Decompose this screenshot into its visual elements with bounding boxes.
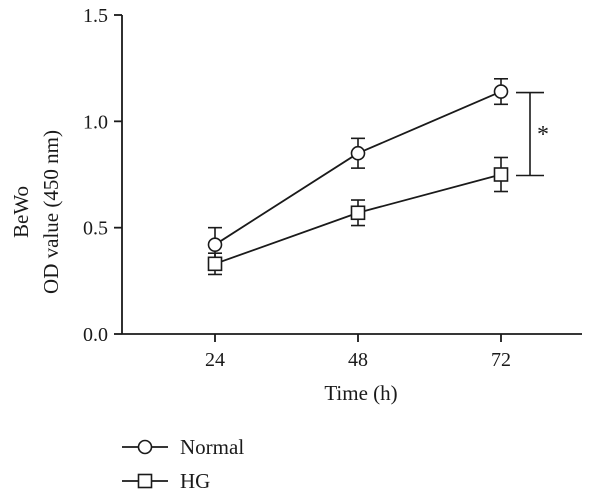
axes <box>121 15 582 335</box>
y-tick-label: 0.0 <box>83 324 108 346</box>
significance-bracket: * <box>516 91 549 177</box>
data-point <box>350 205 366 221</box>
series-hg <box>207 156 509 276</box>
plot-area <box>207 78 509 276</box>
y-tick-label: 1.5 <box>83 5 108 27</box>
legend-label: HG <box>180 469 210 493</box>
legend-marker <box>137 473 153 489</box>
x-axis-label: Time (h) <box>324 381 397 405</box>
data-point <box>207 256 223 272</box>
legend-label: Normal <box>180 435 244 459</box>
legend-item-hg: HG <box>122 469 210 493</box>
data-point <box>493 167 509 182</box>
legend: Normal HG <box>122 435 244 493</box>
y-axis-label-line-1: BeWo <box>9 186 33 238</box>
y-axis-ticks: 0.0 0.5 1.0 1.5 <box>83 5 122 346</box>
significance-asterisk: * <box>537 122 549 148</box>
data-point <box>493 84 509 99</box>
x-axis-ticks: 24 48 72 <box>205 334 511 371</box>
data-point <box>350 145 366 161</box>
x-tick-label: 48 <box>348 349 368 371</box>
x-tick-label: 72 <box>491 349 511 371</box>
y-axis-label-line-2: OD value (450 nm) <box>39 130 63 294</box>
series-normal <box>207 78 509 263</box>
x-tick-label: 24 <box>205 349 225 371</box>
data-point <box>207 237 223 252</box>
y-tick-label: 1.0 <box>83 111 108 133</box>
legend-marker <box>137 439 153 455</box>
legend-item-normal: Normal <box>122 435 244 459</box>
y-tick-label: 0.5 <box>83 218 108 240</box>
